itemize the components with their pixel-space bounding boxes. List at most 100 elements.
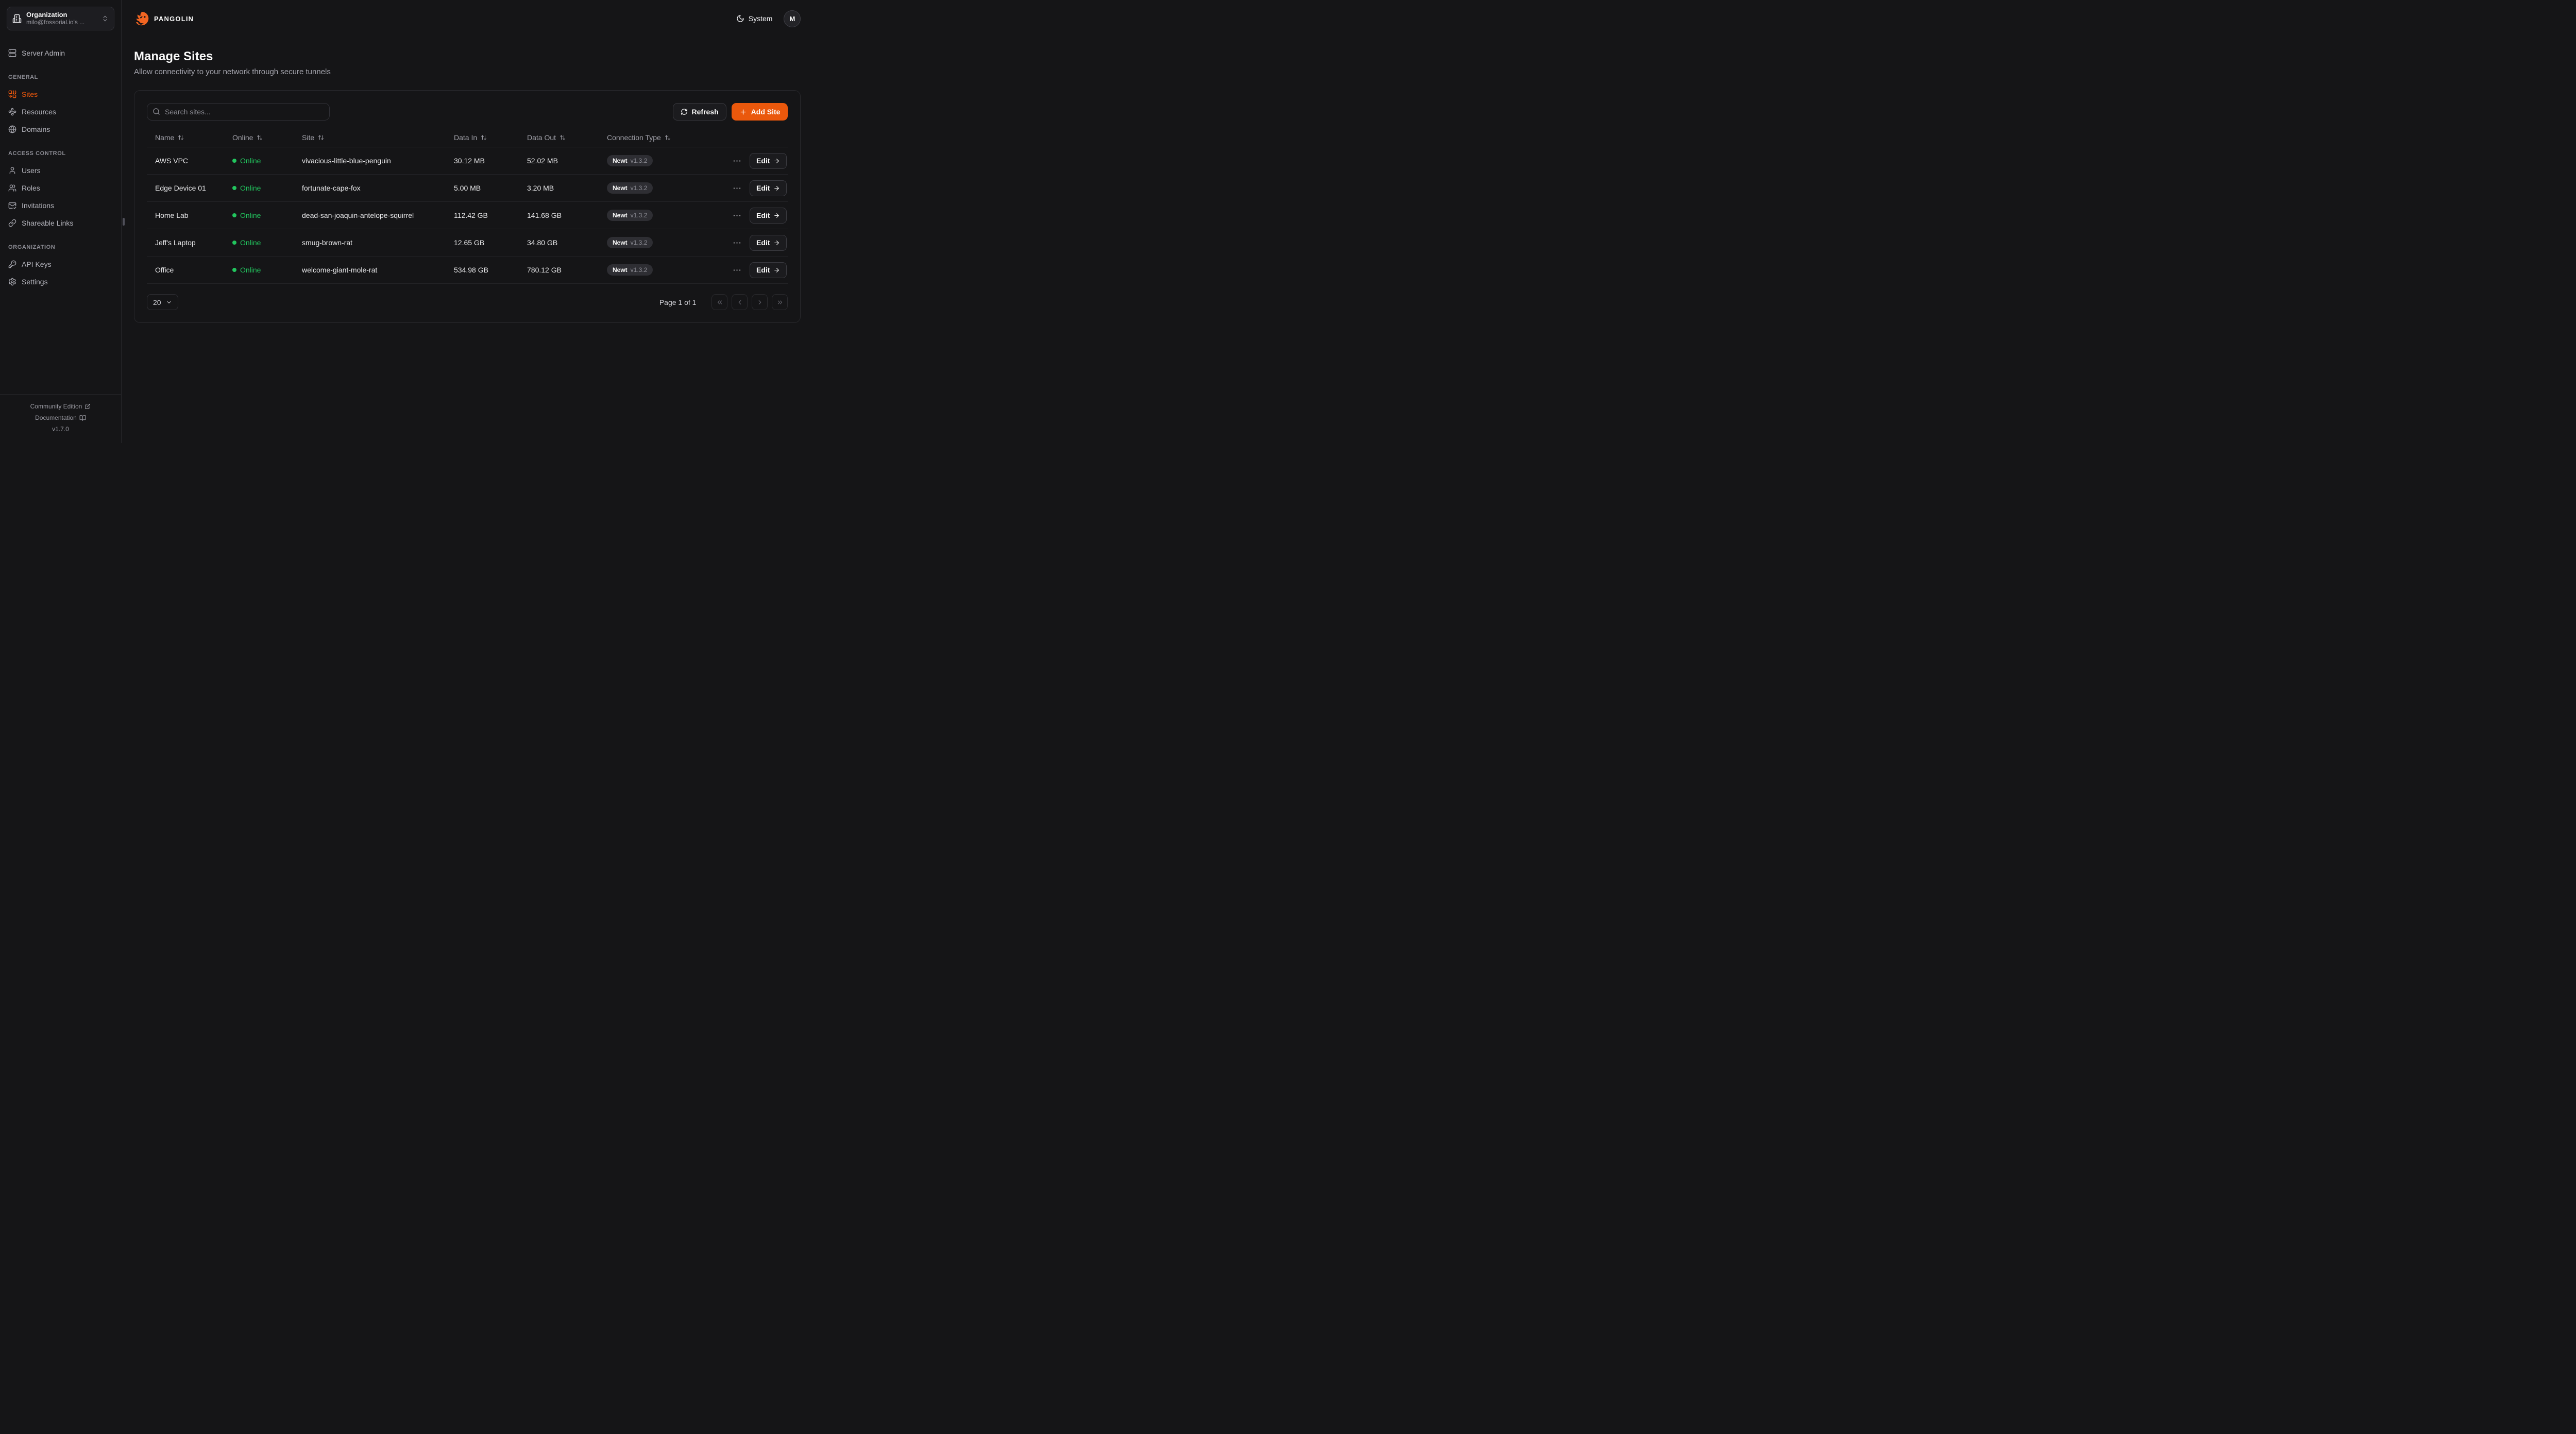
edit-button[interactable]: Edit [750,152,787,169]
documentation-link[interactable]: Documentation [5,412,116,423]
sidebar-resize-handle[interactable] [123,218,125,226]
sort-icon [257,134,263,141]
user-icon [8,166,16,175]
sidebar: Organization milo@fossorial.io's ... Ser… [0,0,122,443]
table-row: Home Lab Online dead-san-joaquin-antelop… [147,202,788,229]
table-header-row: Name Online Site Data In Data Out Connec… [147,128,788,147]
column-header-connection-type[interactable]: Connection Type [599,133,721,142]
org-selector[interactable]: Organization milo@fossorial.io's ... [7,7,114,30]
cell-connection-type: Newt v1.3.2 [599,155,721,166]
building-icon [12,14,22,23]
first-page-button[interactable] [711,294,728,310]
org-selector-value: milo@fossorial.io's ... [26,19,85,26]
cell-data-out: 141.68 GB [527,211,562,219]
page-size-select[interactable]: 20 [147,294,178,310]
cell-data-in: 12.65 GB [454,238,485,247]
sidebar-item-shareable-links[interactable]: Shareable Links [7,214,114,232]
section-heading-general: General [8,74,38,80]
row-menu-button[interactable]: ⋯ [730,182,744,195]
chevrons-left-icon [716,299,723,306]
table-row: Jeff's Laptop Online smug-brown-rat 12.6… [147,229,788,257]
page-title: Manage Sites [134,49,213,63]
connection-badge: Newt v1.3.2 [607,210,653,221]
page-content: Manage Sites Allow connectivity to your … [122,37,813,323]
column-header-name[interactable]: Name [147,133,224,142]
cell-data-in: 112.42 GB [454,211,488,219]
sidebar-item-api-keys[interactable]: API Keys [7,255,114,273]
chevron-left-icon [736,299,743,306]
search-input[interactable] [147,103,330,121]
sidebar-item-label: Sites [22,90,38,98]
sort-icon [481,134,487,141]
cell-connection-type: Newt v1.3.2 [599,182,721,194]
main-area: PANGOLIN System M Manage Sites Allow con… [122,0,814,443]
cell-name: Jeff's Laptop [155,238,196,247]
row-menu-button[interactable]: ⋯ [730,209,744,222]
row-menu-button[interactable]: ⋯ [730,264,744,277]
arrow-right-icon [773,158,780,164]
sidebar-item-domains[interactable]: Domains [7,121,114,138]
last-page-button[interactable] [772,294,788,310]
sidebar-item-label: Server Admin [22,49,65,57]
edit-button[interactable]: Edit [750,234,787,251]
arrow-right-icon [773,212,780,219]
cell-online: Online [224,238,294,247]
next-page-button[interactable] [752,294,768,310]
chevron-down-icon [166,299,172,305]
row-menu-button[interactable]: ⋯ [730,236,744,249]
refresh-button[interactable]: Refresh [672,103,726,121]
topbar: PANGOLIN System M [122,0,813,37]
sort-icon [178,134,184,141]
section-heading-access-control: Access Control [8,150,66,157]
column-header-data-in[interactable]: Data In [446,133,519,142]
version-label: v1.7.0 [52,425,69,433]
sidebar-item-label: Invitations [22,201,55,210]
key-icon [8,260,16,268]
cell-online: Online [224,157,294,165]
row-menu-button[interactable]: ⋯ [730,155,744,167]
sidebar-item-label: Resources [22,108,56,116]
org-selector-label: Organization [26,11,67,19]
plus-icon [739,108,747,116]
theme-toggle-button[interactable]: System [736,14,772,23]
edit-button[interactable]: Edit [750,207,787,224]
add-site-button[interactable]: Add Site [731,103,788,121]
table-toolbar: Refresh Add Site [147,103,788,121]
cell-site: fortunate-cape-fox [302,184,361,192]
cell-site: vivacious-little-blue-penguin [302,157,391,165]
sidebar-item-sites[interactable]: Sites [7,86,114,103]
sidebar-item-label: Domains [22,125,50,133]
chevrons-up-down-icon [101,15,109,22]
column-header-site[interactable]: Site [294,133,446,142]
community-edition-link[interactable]: Community Edition [5,401,116,412]
sidebar-item-server-admin[interactable]: Server Admin [7,44,114,62]
cell-data-in: 5.00 MB [454,184,481,192]
avatar[interactable]: M [784,10,801,27]
brand-name: PANGOLIN [154,14,194,23]
previous-page-button[interactable] [732,294,748,310]
online-dot-icon [232,268,236,272]
chevrons-right-icon [776,299,784,306]
sidebar-item-users[interactable]: Users [7,162,114,179]
cell-data-out: 34.80 GB [527,238,558,247]
mail-check-icon [8,201,16,210]
edit-button[interactable]: Edit [750,262,787,278]
sidebar-item-roles[interactable]: Roles [7,179,114,197]
sidebar-item-invitations[interactable]: Invitations [7,197,114,214]
sidebar-item-resources[interactable]: Resources [7,103,114,121]
edit-button[interactable]: Edit [750,180,787,196]
cell-name: Edge Device 01 [155,184,206,192]
cell-data-in: 534.98 GB [454,266,488,274]
online-dot-icon [232,159,236,163]
cell-data-in: 30.12 MB [454,157,485,165]
sort-icon [318,134,324,141]
arrow-right-icon [773,267,780,274]
sidebar-item-settings[interactable]: Settings [7,273,114,291]
combine-icon [8,90,16,98]
sidebar-item-label: Users [22,166,41,175]
column-header-data-out[interactable]: Data Out [519,133,599,142]
online-dot-icon [232,213,236,217]
sidebar-footer: Community Edition Documentation v1.7.0 [0,394,121,443]
column-header-online[interactable]: Online [224,133,294,142]
cell-online: Online [224,184,294,192]
